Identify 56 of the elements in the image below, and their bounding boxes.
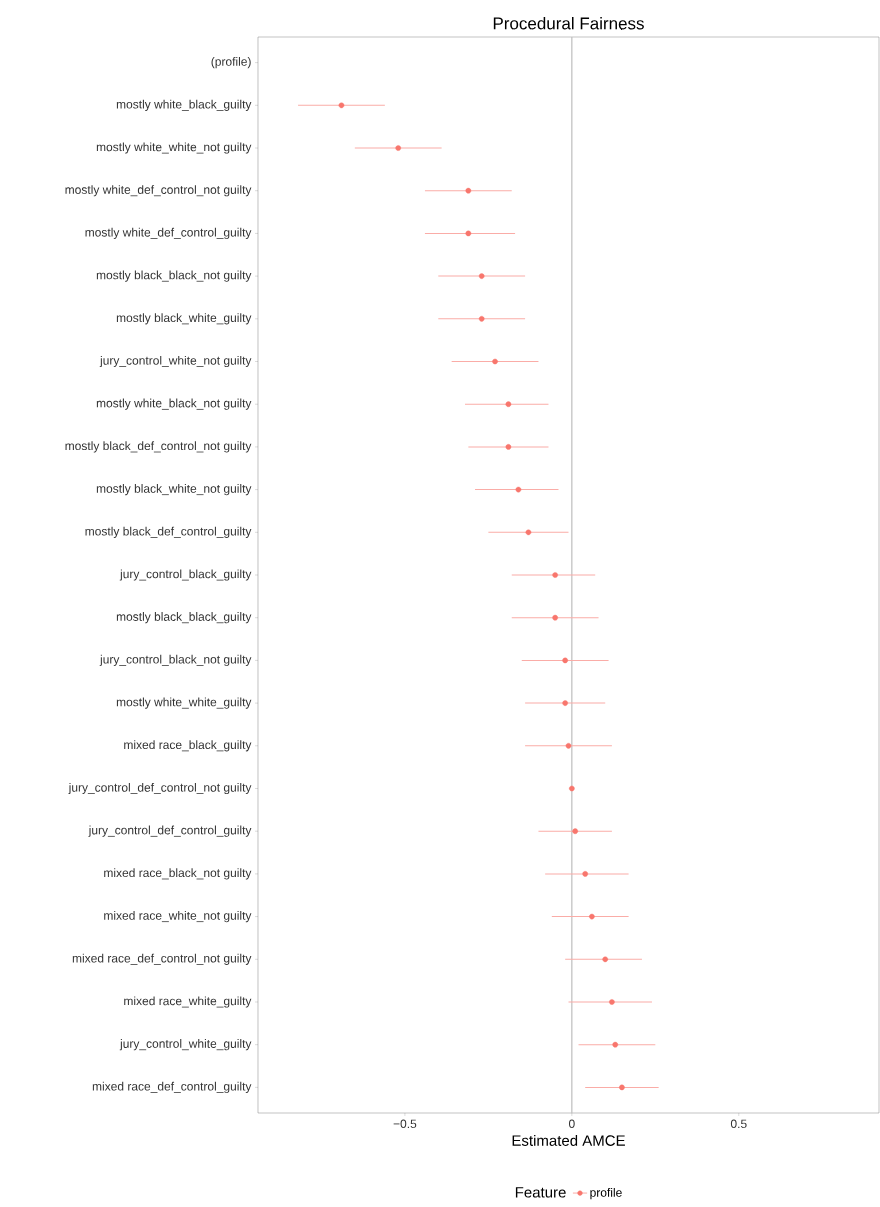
y-tick-label: jury_control_black_not guilty: [99, 654, 252, 666]
point: [478, 316, 485, 322]
x-tick-label: −0.5: [393, 1119, 417, 1129]
y-tick-label: mostly white_def_control_guilty: [85, 227, 252, 240]
x-axis-title: Estimated AMCE: [512, 1134, 625, 1146]
y-tick-label: jury_control_def_control_not guilty: [68, 782, 252, 795]
point: [395, 145, 402, 151]
point: [572, 828, 578, 834]
point: [478, 273, 485, 279]
y-tick-label: mostly white_white_not guilty: [96, 142, 252, 154]
x-tick-label: 0.5: [730, 1119, 747, 1129]
y-tick-label: mostly black_white_not guilty: [96, 484, 252, 496]
point: [552, 572, 558, 578]
point: [612, 1041, 619, 1048]
y-tick-label: mostly white_white_guilty: [116, 697, 252, 709]
point: [505, 401, 512, 408]
point: [465, 187, 472, 194]
y-tick-label: mostly black_white_guilty: [116, 313, 252, 325]
point: [562, 700, 568, 706]
x-tick-label: 0: [568, 1119, 575, 1129]
y-tick-label: mostly white_black_not guilty: [96, 398, 252, 410]
y-tick-label: mixed race_def_control_guilty: [92, 1081, 252, 1093]
point: [602, 956, 609, 963]
point: [515, 486, 522, 493]
y-tick-label: jury_control_white_guilty: [119, 1039, 252, 1051]
point: [492, 358, 498, 365]
legend-label: profile: [590, 1187, 622, 1200]
y-tick-label: mixed race_black_not guilty: [104, 868, 252, 880]
y-tick-label: mixed race_def_control_not guilty: [72, 953, 252, 965]
y-tick-label: jury_control_white_not guilty: [99, 355, 252, 368]
point: [525, 529, 532, 536]
point: [582, 871, 588, 877]
y-tick-label: mixed race_white_guilty: [124, 996, 252, 1008]
y-tick-label: mostly black_black_guilty: [116, 612, 252, 624]
y-tick-label: mostly black_black_not guilty: [96, 270, 252, 282]
y-tick-label: mostly white_black_guilty: [116, 99, 252, 111]
point: [609, 999, 615, 1005]
chart-title: Procedural Fairness: [493, 16, 644, 30]
legend-title: Feature: [515, 1187, 566, 1198]
point: [505, 444, 512, 450]
point: [565, 743, 572, 749]
y-tick-label: mostly white_def_control_not guilty: [65, 185, 252, 197]
point: [619, 1084, 625, 1091]
y-tick-label: jury_control_black_guilty: [119, 569, 252, 581]
point: [569, 785, 575, 792]
y-tick-label: mostly black_def_control_not guilty: [65, 441, 252, 453]
y-tick-label: mixed race_black_guilty: [124, 740, 252, 752]
point: [589, 913, 595, 920]
point: [562, 657, 568, 664]
y-tick-label: mixed race_white_not guilty: [104, 911, 252, 923]
point: [465, 230, 472, 237]
point: [552, 614, 558, 621]
y-tick-label: jury_control_def_control_guilty: [88, 825, 252, 837]
point: [338, 102, 345, 109]
y-tick-label: (profile): [211, 57, 251, 69]
y-tick-label: mostly black_def_control_guilty: [85, 526, 252, 538]
